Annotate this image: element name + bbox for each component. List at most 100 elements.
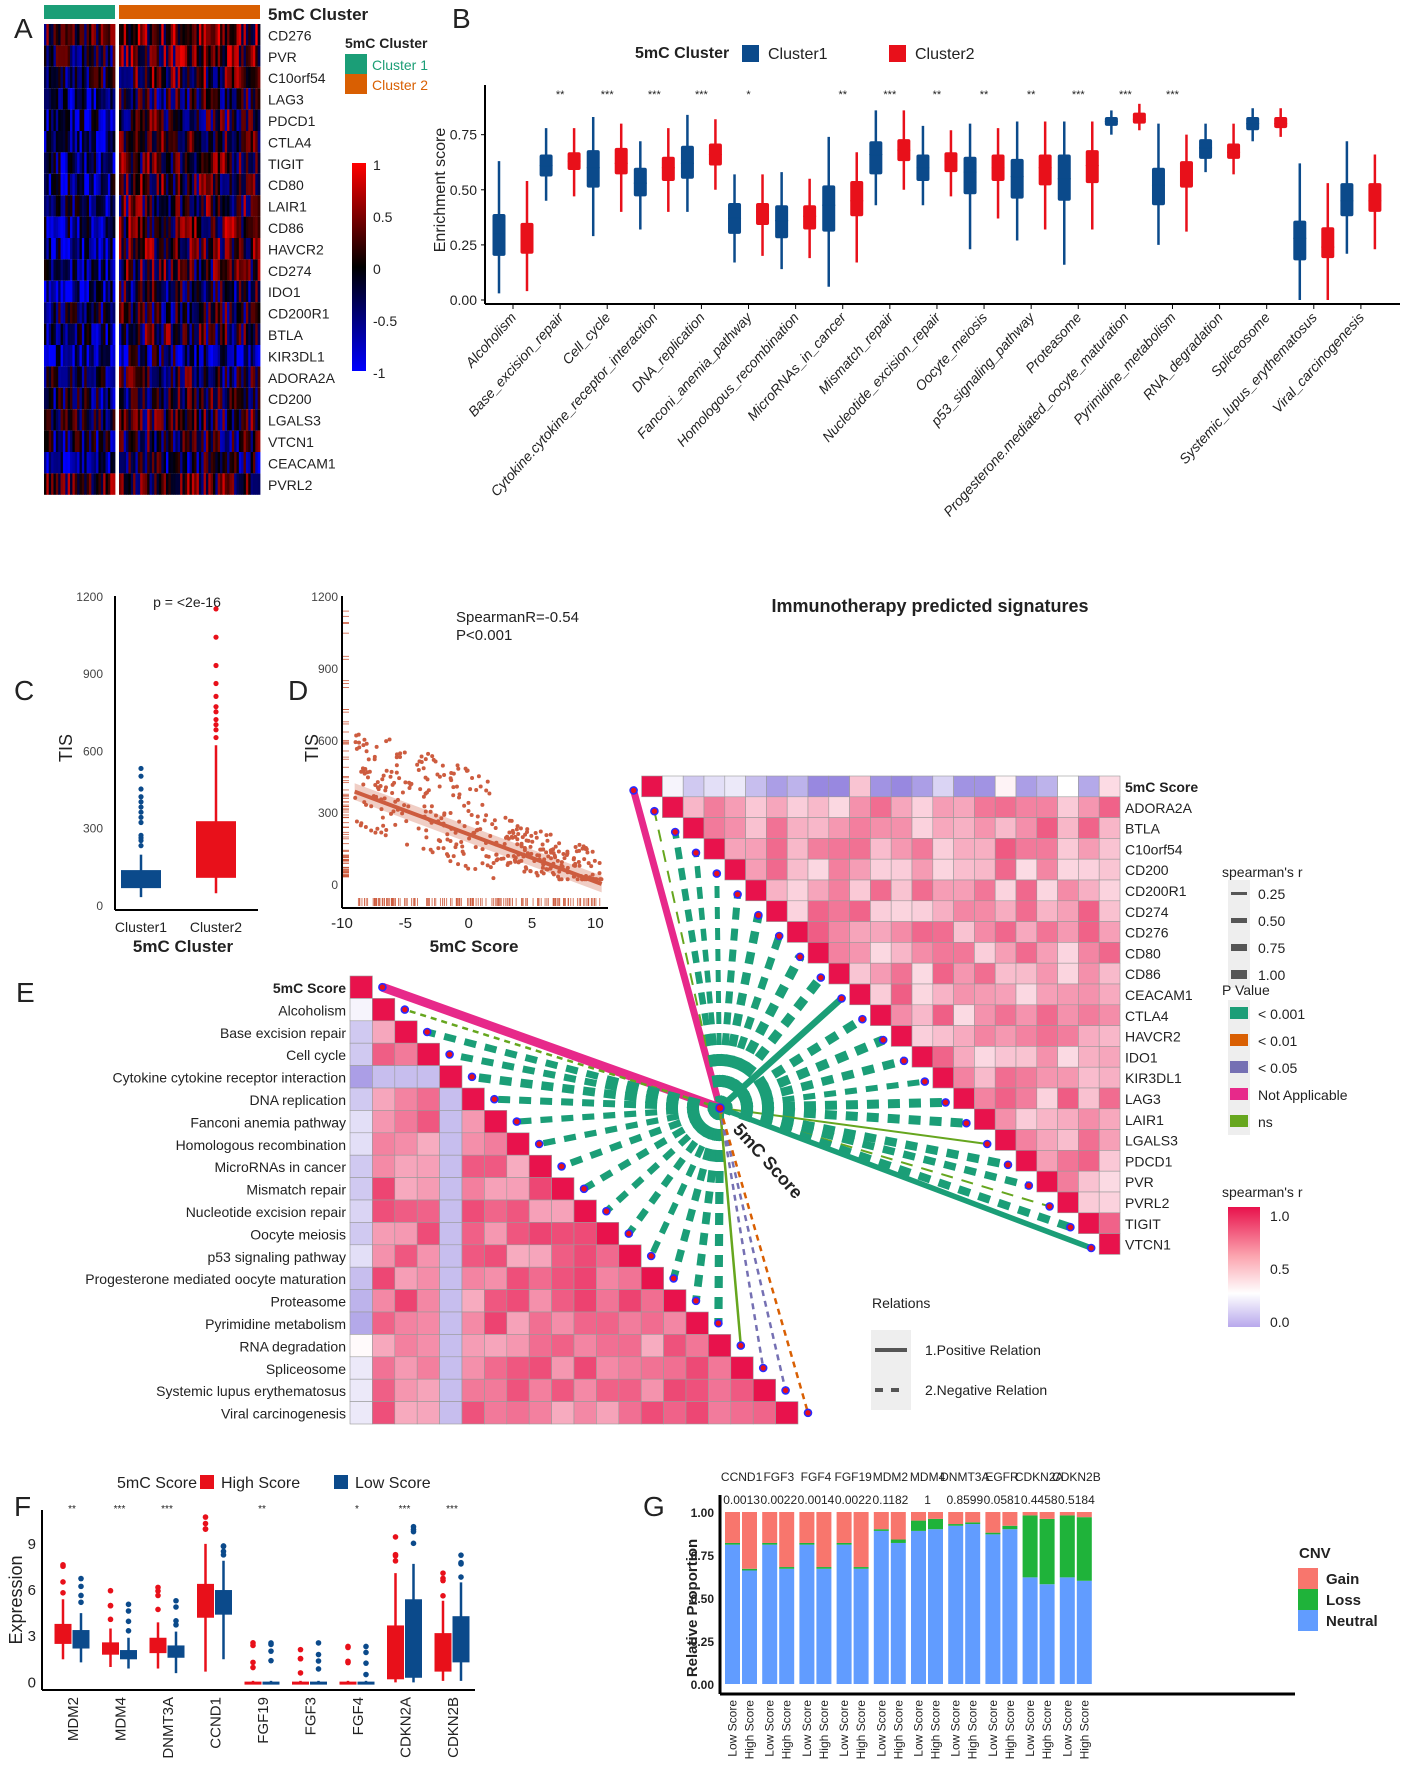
- heatmap-cell: [1036, 796, 1058, 818]
- heatmap-cell: [238, 452, 242, 474]
- heatmap-cell: [65, 409, 69, 431]
- heatmap-cell: [194, 109, 197, 131]
- heatmap-cell: [158, 366, 162, 388]
- heatmap-cell: [154, 409, 157, 431]
- heatmap-cell: [140, 366, 143, 388]
- heatmap-cell: [161, 195, 165, 217]
- heatmap-cell: [245, 430, 249, 452]
- heatmap-cell: [1057, 1150, 1079, 1172]
- heatmap-cell: [890, 921, 913, 943]
- heatmap-cell: [154, 88, 157, 110]
- heatmap-cell: [1098, 838, 1121, 860]
- heatmap-cell: [72, 109, 76, 131]
- heatmap-cell: [203, 280, 207, 303]
- outlier-point: [138, 819, 144, 826]
- heatmap-cell: [144, 238, 148, 260]
- outlier-point: [138, 794, 144, 800]
- heatmap-cell: [119, 66, 122, 89]
- heatmap-cell: [210, 88, 214, 110]
- heatmap-cell: [144, 109, 148, 131]
- heatmap-cell: [245, 152, 249, 174]
- panel-label-A: A: [14, 13, 33, 44]
- x-axis-label: 5mC Cluster: [133, 937, 234, 956]
- heatmap-cell: [100, 66, 104, 89]
- heatmap-row-label: HAVCR2: [268, 241, 324, 257]
- x-tick-label: High Score: [1077, 1700, 1091, 1760]
- heatmap-cell: [243, 238, 247, 260]
- scatter-point: [508, 860, 513, 865]
- heatmap-cell: [250, 473, 254, 495]
- heatmap-cell: [96, 280, 99, 303]
- heatmap-cell: [257, 345, 261, 367]
- heatmap-cell: [91, 323, 95, 345]
- heatmap-cell: [416, 1334, 440, 1358]
- heatmap-cell: [229, 366, 233, 388]
- box: [167, 1645, 185, 1658]
- heatmap-cell: [110, 173, 114, 196]
- heatmap-cell: [128, 24, 132, 46]
- heatmap-cell: [196, 387, 200, 410]
- heatmap-cell: [229, 109, 233, 131]
- heatmap-cell: [184, 345, 188, 367]
- heatmap-cell: [55, 195, 59, 217]
- heatmap-cell: [93, 173, 97, 196]
- heatmap-cell: [58, 452, 61, 474]
- heatmap-cell: [154, 109, 157, 131]
- heatmap-cell: [573, 1289, 597, 1313]
- heatmap-cell: [72, 473, 76, 495]
- heatmap-cell: [416, 1042, 440, 1066]
- heatmap-cell: [210, 216, 214, 238]
- heatmap-cell: [252, 24, 256, 46]
- correlation-link: [718, 1107, 787, 1391]
- heatmap-cell: [166, 387, 169, 410]
- heatmap-cell: [53, 109, 57, 131]
- heatmap-cell: [147, 131, 150, 153]
- heatmap-cell: [70, 387, 73, 410]
- box: [680, 145, 694, 179]
- significance-label: ***: [446, 1504, 458, 1515]
- heatmap-cell: [890, 1004, 913, 1026]
- heatmap-cell: [243, 473, 247, 495]
- heatmap-cell: [349, 975, 373, 999]
- heatmap-cell: [953, 1087, 975, 1110]
- heatmap-cell: [173, 24, 176, 46]
- heatmap-cell: [849, 817, 871, 839]
- heatmap-cell: [220, 473, 223, 495]
- heatmap-cell: [484, 1222, 508, 1246]
- heatmap-cell: [484, 1401, 508, 1425]
- heatmap-cell: [210, 45, 214, 67]
- heatmap-cell: [663, 1334, 687, 1358]
- bar-segment-loss: [965, 1522, 981, 1525]
- heatmap-cell: [1057, 900, 1079, 922]
- heatmap-cell: [210, 173, 214, 196]
- heatmap-cell: [222, 216, 226, 238]
- heatmap-cell: [149, 88, 153, 110]
- heatmap-cell: [175, 88, 179, 110]
- heatmap-cell: [215, 238, 219, 260]
- heatmap-cell: [439, 1356, 463, 1380]
- heatmap-cell: [103, 430, 106, 452]
- heatmap-cell: [708, 1401, 732, 1425]
- link-endpoint: [629, 786, 638, 795]
- heatmap-cell: [231, 131, 235, 153]
- heatmap-cell: [596, 1311, 620, 1335]
- scatter-point: [475, 820, 480, 825]
- heatmap-cell: [48, 195, 52, 217]
- correlation-link: [604, 1105, 723, 1214]
- heatmap-cell: [248, 238, 251, 260]
- outlier-point: [78, 1583, 84, 1590]
- outlier-point: [202, 1514, 209, 1520]
- heatmap-cell: [1015, 838, 1038, 860]
- heatmap-cell: [238, 302, 242, 324]
- legend-label: Neutral: [1326, 1613, 1378, 1630]
- heatmap-cell: [144, 409, 148, 431]
- scatter-point: [357, 745, 362, 750]
- bar-segment-loss: [1076, 1517, 1092, 1581]
- heatmap-cell: [154, 195, 157, 217]
- heatmap-cell: [119, 345, 122, 367]
- heatmap-cell: [98, 173, 102, 196]
- heatmap-cell: [220, 280, 223, 303]
- heatmap-cell: [196, 238, 200, 260]
- x-tick-label: 0: [464, 915, 472, 932]
- heatmap-cell: [175, 173, 179, 196]
